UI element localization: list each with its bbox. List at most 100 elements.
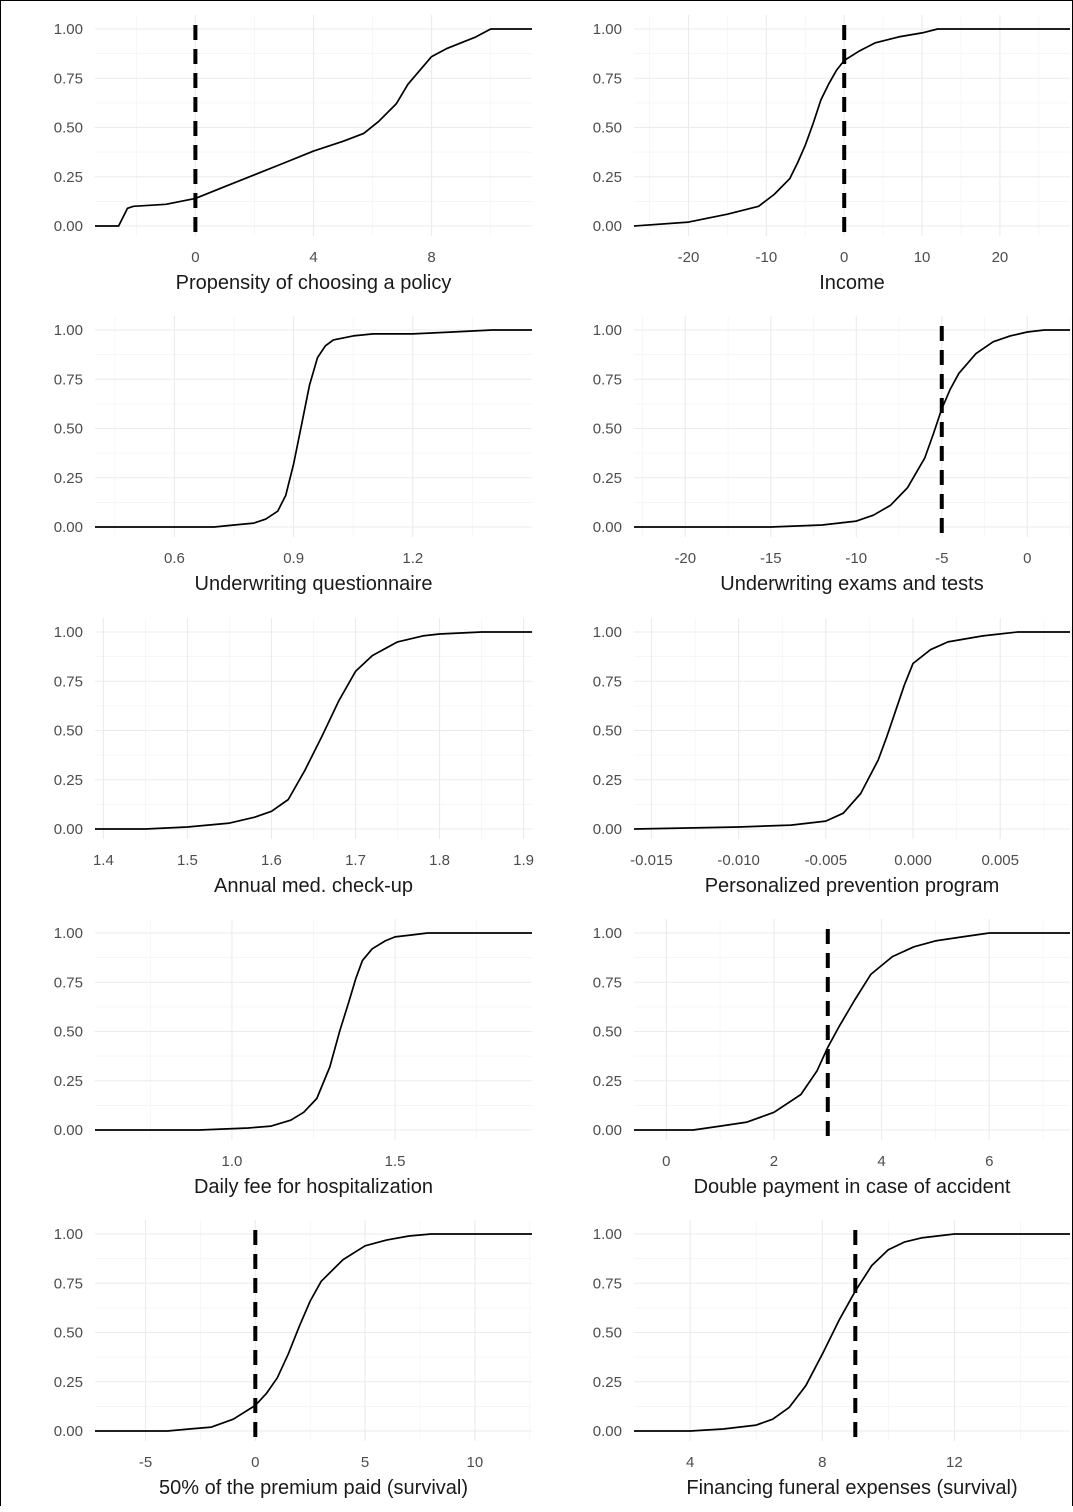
y-tick-label: 0.50 — [593, 421, 622, 438]
y-tick-label: 0.50 — [54, 723, 83, 740]
x-tick-label: 0 — [251, 1454, 259, 1471]
x-axis-title: Annual med. check-up — [214, 875, 413, 897]
y-tick-label: 1.00 — [593, 624, 622, 641]
x-tick-label: 2 — [770, 1153, 778, 1170]
ecdf-panel-2: 0.00 0.25 0.50 0.75 1.00 -20 -10 0 10 20 Income — [593, 15, 1070, 294]
y-tick-label: 0.00 — [593, 519, 622, 536]
ecdf-curve — [633, 28, 1070, 227]
x-axis-title: Underwriting questionnaire — [195, 573, 433, 595]
y-tick-label: 0.75 — [54, 70, 83, 87]
y-tick-label: 1.00 — [54, 21, 83, 38]
ecdf-curve — [634, 1233, 1070, 1432]
ecdf-panel-7: 0.00 0.25 0.50 0.75 1.00 1.0 1.5 Daily fee for … — [54, 919, 532, 1198]
y-tick-label: 0.25 — [54, 1073, 83, 1090]
x-tick-label: 4 — [309, 249, 317, 266]
x-axis-title: Personalized prevention program — [705, 875, 1000, 897]
y-tick-label: 0.75 — [593, 673, 622, 690]
x-tick-label: 10 — [914, 249, 931, 266]
y-tick-label: 1.00 — [593, 21, 622, 38]
x-axis-title: Double payment in case of accident — [694, 1176, 1011, 1198]
y-tick-label: 0.00 — [593, 821, 622, 838]
ecdf-curve — [95, 932, 532, 1131]
y-tick-label: 0.75 — [593, 974, 622, 991]
y-tick-label: 0.00 — [54, 1122, 83, 1139]
y-tick-label: 0.75 — [54, 673, 83, 690]
x-tick-label: 1.9 — [513, 852, 534, 869]
y-tick-label: 0.75 — [593, 70, 622, 87]
y-tick-label: 0.25 — [593, 772, 622, 789]
y-tick-label: 0.00 — [593, 1122, 622, 1139]
y-tick-label: 0.25 — [54, 1374, 83, 1391]
x-tick-label: 1.6 — [261, 852, 282, 869]
y-tick-label: 0.25 — [54, 470, 83, 487]
x-tick-label: -5 — [935, 550, 948, 567]
x-tick-label: 1.7 — [345, 852, 366, 869]
x-tick-label: 12 — [946, 1454, 963, 1471]
ecdf-panel-1: 0.00 0.25 0.50 0.75 1.00 0 4 8 Propensity of cho… — [54, 15, 532, 294]
y-tick-label: 1.00 — [593, 925, 622, 942]
y-tick-label: 0.00 — [54, 519, 83, 536]
y-tick-label: 1.00 — [593, 322, 622, 339]
x-tick-label: 8 — [427, 249, 435, 266]
x-tick-label: -0.005 — [805, 852, 848, 869]
y-tick-label: 0.00 — [54, 821, 83, 838]
ecdf-curve — [634, 329, 1070, 528]
y-tick-label: 0.75 — [593, 1275, 622, 1292]
y-tick-label: 0.00 — [54, 218, 83, 235]
ecdf-curve — [634, 932, 1070, 1131]
y-tick-label: 0.25 — [54, 169, 83, 186]
y-tick-label: 1.00 — [54, 624, 83, 641]
x-tick-label: 0 — [191, 249, 199, 266]
x-tick-label: 0.000 — [894, 852, 932, 869]
x-tick-label: -10 — [756, 249, 778, 266]
x-tick-label: 10 — [467, 1454, 484, 1471]
ecdf-panel-8: 0.00 0.25 0.50 0.75 1.00 0 2 4 6 Double payment i… — [593, 919, 1070, 1198]
y-tick-label: 0.00 — [54, 1423, 83, 1440]
x-tick-label: 20 — [992, 249, 1009, 266]
x-axis-title: Financing funeral expenses (survival) — [686, 1477, 1017, 1499]
x-tick-label: 8 — [818, 1454, 826, 1471]
x-tick-label: 1.4 — [93, 852, 114, 869]
y-tick-label: 0.75 — [593, 371, 622, 388]
y-tick-label: 0.75 — [54, 1275, 83, 1292]
x-tick-label: 0.9 — [283, 550, 304, 567]
y-tick-label: 0.50 — [54, 120, 83, 137]
x-axis-title: Daily fee for hospitalization — [194, 1176, 433, 1198]
y-tick-label: 0.50 — [54, 1325, 83, 1342]
ecdf-panel-9: 0.00 0.25 0.50 0.75 1.00 -5 0 5 10 50% of the pre… — [54, 1220, 532, 1499]
ecdf-curve — [633, 631, 1070, 830]
x-tick-label: -15 — [760, 550, 782, 567]
x-tick-label: -10 — [845, 550, 867, 567]
x-tick-label: -0.010 — [717, 852, 760, 869]
x-tick-label: -0.015 — [630, 852, 673, 869]
y-tick-label: 1.00 — [593, 1226, 622, 1243]
x-tick-label: -20 — [678, 249, 700, 266]
y-tick-label: 0.00 — [593, 1423, 622, 1440]
y-tick-label: 0.50 — [593, 120, 622, 137]
y-tick-label: 0.50 — [593, 1024, 622, 1041]
ecdf-curve — [95, 329, 532, 528]
y-tick-label: 0.50 — [54, 1024, 83, 1041]
x-tick-label: 0 — [1023, 550, 1031, 567]
y-tick-label: 0.25 — [593, 1374, 622, 1391]
x-tick-label: -20 — [674, 550, 696, 567]
x-tick-label: 1.5 — [177, 852, 198, 869]
ecdf-curve — [95, 631, 532, 830]
ecdf-panel-4: 0.00 0.25 0.50 0.75 1.00 -20 -15 -10 -5 0 Underwri… — [593, 316, 1071, 595]
y-tick-label: 0.25 — [593, 1073, 622, 1090]
ecdf-panel-3: 0.00 0.25 0.50 0.75 1.00 0.6 0.9 1.2 Underwritin… — [54, 316, 532, 595]
x-tick-label: -5 — [139, 1454, 152, 1471]
ecdf-panel-5: 0.00 0.25 0.50 0.75 1.00 1.4 1.5 1.6 1.7 1.8 1.9 An… — [54, 618, 534, 897]
x-tick-label: 1.0 — [222, 1153, 243, 1170]
x-axis-title: Income — [819, 272, 885, 294]
x-tick-label: 5 — [361, 1454, 369, 1471]
y-tick-label: 0.25 — [593, 169, 622, 186]
ecdf-curve — [95, 1233, 532, 1432]
x-tick-label: 1.5 — [385, 1153, 406, 1170]
y-tick-label: 1.00 — [54, 322, 83, 339]
y-tick-label: 0.50 — [54, 421, 83, 438]
y-tick-label: 1.00 — [54, 925, 83, 942]
y-tick-label: 0.50 — [593, 1325, 622, 1342]
x-tick-label: 0.6 — [164, 550, 185, 567]
